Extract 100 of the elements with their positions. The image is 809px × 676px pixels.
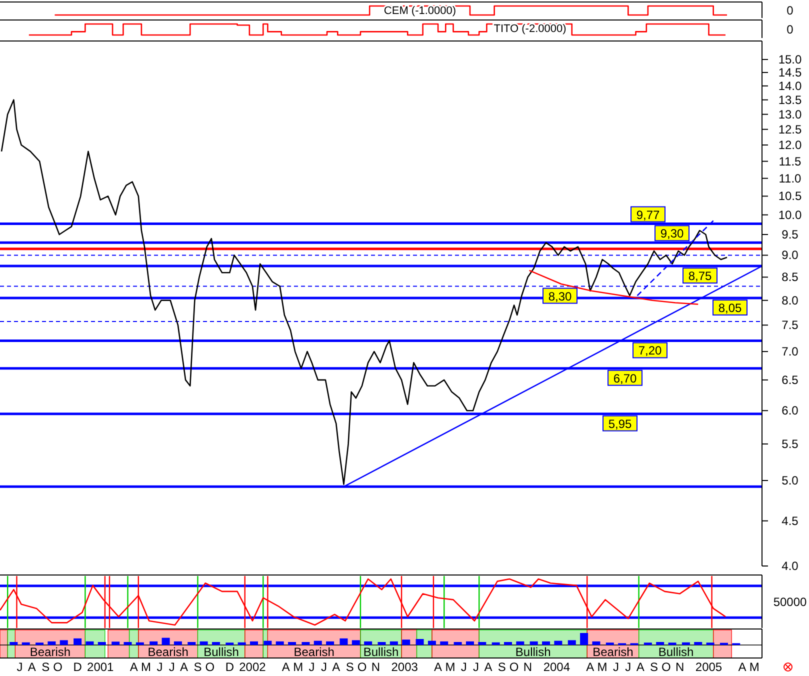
x-tick-label: S — [42, 660, 50, 674]
bar — [352, 640, 360, 645]
ref-line-label: 8,30 — [548, 289, 572, 304]
y-tick-label: 14.0 — [778, 78, 802, 93]
y-tick-label: 6.5 — [782, 372, 799, 387]
bar — [542, 641, 550, 645]
bar — [188, 642, 196, 645]
bar — [174, 641, 182, 645]
x-tick-label: 2005 — [695, 660, 722, 674]
band-label: Bearish — [30, 645, 71, 659]
x-tick-label: J — [156, 660, 163, 674]
bar — [364, 641, 372, 645]
x-tick-label: S — [498, 660, 506, 674]
x-tick-label: M — [597, 660, 608, 674]
x-tick-label: 2002 — [239, 660, 266, 674]
y-tick-label: 11.5 — [778, 154, 802, 168]
bar — [492, 642, 500, 645]
y-tick-label: 7.0 — [782, 344, 799, 359]
bar — [440, 641, 448, 645]
bar — [530, 641, 538, 645]
bar — [478, 642, 486, 645]
x-tick-label: A — [282, 660, 290, 674]
bar — [314, 640, 322, 645]
y-tick-label: 8.5 — [782, 270, 799, 284]
bar — [288, 642, 296, 645]
ref-line-label: 9,30 — [660, 226, 684, 241]
band-label: Bullish — [658, 645, 694, 659]
bar — [10, 642, 18, 645]
bar — [74, 638, 82, 645]
bar — [580, 633, 588, 645]
bar — [340, 638, 348, 645]
x-tick-label: A — [434, 660, 442, 674]
bar — [22, 642, 30, 645]
y-tick-label: 8.0 — [782, 293, 799, 308]
bar — [136, 642, 144, 645]
bar — [238, 642, 246, 645]
y-tick-label: 5.0 — [782, 473, 799, 488]
text: 50000 — [773, 595, 808, 609]
bar — [682, 642, 690, 645]
bar — [568, 640, 576, 645]
bar — [276, 641, 284, 645]
x-tick-label: J — [612, 660, 619, 674]
ref-line-label: 5,95 — [608, 416, 632, 431]
x-tick-label: A — [180, 660, 188, 674]
x-tick-label: S — [650, 660, 658, 674]
x-tick-label: A — [332, 660, 340, 674]
band-label: Bearish — [148, 645, 188, 659]
text: 0 — [786, 22, 794, 36]
x-tick-label: A — [636, 660, 644, 674]
y-tick-label: 13.0 — [778, 107, 802, 122]
x-tick-label: 2001 — [87, 660, 114, 674]
band-label: Bullish — [204, 645, 239, 659]
x-tick-label: N — [676, 660, 684, 674]
x-tick-label: J — [473, 660, 480, 674]
bar — [504, 642, 512, 645]
bar — [60, 640, 68, 645]
bar — [302, 642, 310, 645]
x-tick-label: O — [53, 660, 62, 674]
x-tick-label: A — [28, 660, 36, 674]
text: 0 — [786, 4, 794, 18]
x-tick-label: M — [293, 660, 304, 674]
band-label: Bullish — [515, 645, 551, 659]
bar — [162, 638, 170, 645]
bar — [466, 641, 474, 645]
y-tick-label: 12.5 — [778, 122, 802, 136]
band-label: Bearish — [592, 645, 634, 659]
x-tick-label: A — [484, 660, 492, 674]
bar — [212, 642, 220, 645]
y-tick-label: 9.0 — [782, 248, 799, 262]
bar — [200, 641, 208, 645]
bar — [516, 641, 524, 645]
x-tick-label: N — [523, 660, 532, 674]
y-tick-label: 7.5 — [782, 318, 799, 332]
y-tick-label: 14.5 — [778, 65, 802, 80]
ref-line-label: 8,75 — [688, 269, 712, 284]
bar — [264, 640, 272, 645]
bar — [98, 642, 106, 645]
y-tick-label: 4.0 — [782, 559, 799, 573]
band-label: Bullish — [363, 645, 399, 659]
y-tick-label: 12.0 — [778, 138, 802, 152]
x-tick-label: O — [205, 660, 215, 674]
bar — [390, 641, 398, 645]
x-tick-label: J — [460, 660, 467, 674]
bar — [454, 642, 462, 645]
bar — [250, 641, 258, 645]
x-tick-label: O — [662, 660, 671, 674]
y-tick-label: 11.0 — [778, 171, 802, 186]
bar — [656, 642, 664, 645]
bar — [112, 642, 120, 645]
x-tick-label: S — [194, 660, 202, 674]
x-tick-label: 2003 — [391, 660, 418, 674]
chart-title: CEM (-1.0000) — [384, 5, 456, 17]
ref-line-label: 9,77 — [636, 208, 660, 222]
x-tick-label: D — [73, 660, 82, 674]
x-tick-label: S — [346, 660, 354, 674]
bar — [554, 640, 562, 645]
bar — [416, 639, 424, 645]
bar — [402, 640, 410, 645]
x-tick-label: O — [357, 660, 367, 674]
ref-line-label: 7,20 — [638, 344, 662, 358]
